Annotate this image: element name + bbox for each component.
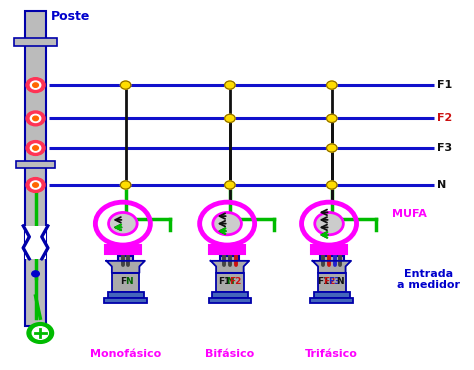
Bar (320, 256, 344, 265)
Circle shape (33, 183, 38, 187)
Bar (209, 298, 251, 303)
Circle shape (225, 114, 235, 122)
Text: F3: F3 (437, 143, 452, 153)
Bar (105, 245, 141, 254)
Polygon shape (210, 261, 249, 273)
Circle shape (327, 181, 337, 189)
Circle shape (120, 181, 131, 189)
Circle shape (213, 212, 241, 235)
Text: F1: F1 (437, 80, 452, 90)
Text: N: N (437, 180, 447, 190)
Bar (311, 245, 347, 254)
Bar (15, 38, 57, 46)
Circle shape (26, 141, 45, 155)
Bar (17, 161, 55, 168)
Bar (220, 256, 239, 265)
Circle shape (327, 144, 337, 152)
Text: Entrada
a medidor: Entrada a medidor (398, 269, 460, 290)
Text: Trifásico: Trifásico (305, 349, 358, 360)
Circle shape (225, 81, 235, 89)
Circle shape (32, 327, 48, 339)
Text: Monofásico: Monofásico (90, 349, 161, 360)
Bar (25, 11, 46, 326)
Bar (212, 292, 248, 298)
Polygon shape (106, 261, 145, 273)
Text: Bifásico: Bifásico (205, 349, 255, 360)
Circle shape (33, 116, 38, 121)
Text: F2: F2 (323, 277, 335, 286)
Circle shape (33, 83, 38, 87)
Text: N: N (125, 277, 132, 286)
Polygon shape (312, 261, 351, 273)
Text: N: N (337, 277, 344, 286)
Circle shape (120, 81, 131, 89)
Text: F: F (120, 277, 126, 286)
Circle shape (27, 323, 54, 343)
Bar (104, 298, 147, 303)
Bar (209, 245, 245, 254)
Bar (108, 292, 144, 298)
Text: F1: F1 (218, 277, 230, 286)
Bar (314, 292, 350, 298)
Text: N: N (226, 277, 234, 286)
Circle shape (26, 178, 45, 192)
Bar (25, 226, 46, 259)
Circle shape (30, 114, 41, 122)
Text: Poste: Poste (51, 10, 91, 23)
Bar (118, 256, 133, 265)
Text: F2: F2 (229, 277, 242, 286)
Circle shape (26, 78, 45, 92)
Bar (310, 298, 353, 303)
Circle shape (33, 146, 38, 150)
Circle shape (315, 212, 343, 235)
Text: F2: F2 (437, 113, 452, 124)
Circle shape (30, 81, 41, 89)
Circle shape (30, 144, 41, 152)
Circle shape (109, 212, 137, 235)
Text: MUFA: MUFA (392, 209, 427, 219)
Bar (318, 273, 346, 292)
Bar (216, 273, 244, 292)
Circle shape (225, 181, 235, 189)
Text: F1: F1 (317, 277, 329, 286)
Circle shape (327, 114, 337, 122)
Circle shape (327, 81, 337, 89)
Circle shape (30, 181, 41, 189)
Circle shape (32, 271, 39, 277)
Bar (112, 273, 139, 292)
Circle shape (26, 111, 45, 126)
Text: F3: F3 (328, 277, 341, 286)
